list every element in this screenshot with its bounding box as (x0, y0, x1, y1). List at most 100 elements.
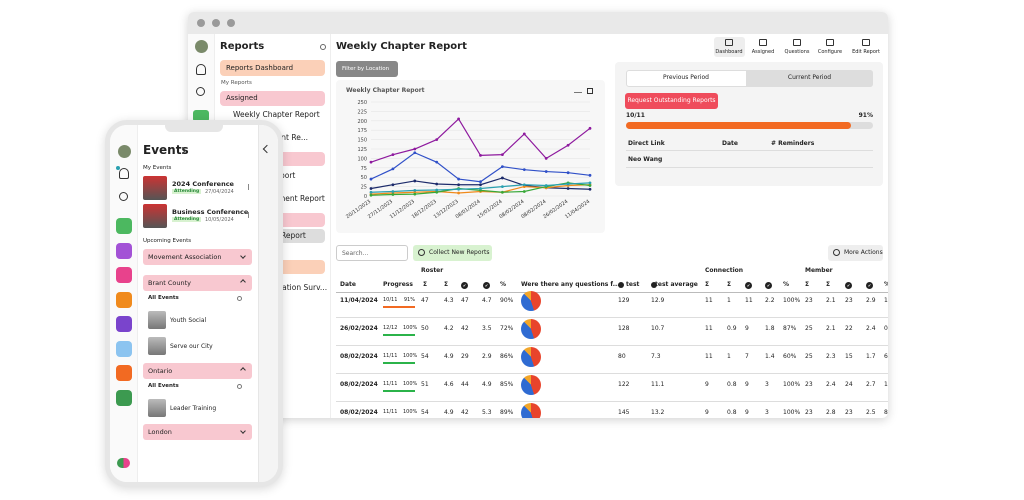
date-cell: 08/02/2024 (340, 353, 378, 360)
report-link[interactable]: gement Re... (260, 133, 309, 142)
point (522, 190, 526, 193)
more-button[interactable]: More Actions (828, 245, 883, 261)
y-tick-label: 100 (357, 156, 367, 162)
period-tab[interactable]: Current Period (787, 74, 832, 81)
event-name[interactable]: Youth Social (170, 317, 207, 324)
event-date: 27/04/2024 (205, 189, 234, 195)
nav-pill[interactable]: Reports Dashboard (220, 60, 325, 76)
toolbar-icon (759, 39, 767, 46)
value-cell: 1 (884, 297, 888, 304)
report-link[interactable]: cation Surv... (278, 283, 328, 292)
app-icon[interactable] (116, 389, 132, 406)
phone-title: Events (143, 143, 189, 157)
column-header: Σ (423, 281, 428, 288)
progress-bar (383, 334, 415, 336)
column-header: Progress (383, 281, 413, 288)
side-strip (258, 125, 278, 482)
point (391, 153, 395, 157)
app-icon[interactable] (116, 218, 132, 234)
value-cell: 0.8 (727, 381, 737, 388)
app-icon[interactable] (116, 340, 132, 357)
value-cell: 6 (884, 353, 888, 360)
value-cell: 3 (765, 409, 769, 416)
point (391, 167, 395, 171)
value-cell: 9 (745, 409, 749, 416)
value-cell: 7.3 (651, 353, 661, 360)
toolbar-label[interactable]: Questions (784, 49, 810, 55)
collect-button[interactable]: Collect New Reports (413, 245, 492, 261)
column-header: ✔ (866, 282, 873, 289)
point (369, 193, 373, 197)
header-line (336, 292, 888, 293)
event-thumb (148, 311, 166, 329)
group-pill[interactable]: Brant County (143, 275, 252, 291)
all-events[interactable]: All Events (148, 295, 179, 301)
event-date: 10/05/2024 (205, 217, 234, 223)
value-cell: 0.8 (727, 409, 737, 416)
more-icon (833, 249, 840, 256)
point (435, 190, 439, 194)
point (457, 177, 460, 181)
value-cell: 2.4 (826, 381, 836, 388)
row-line (336, 317, 888, 318)
value-cell: 54 (421, 353, 429, 360)
y-tick-label: 225 (357, 109, 367, 115)
report-link[interactable]: ment Report (278, 194, 325, 203)
point (479, 153, 482, 157)
value-cell: 2.9 (482, 353, 492, 360)
value-cell: 11 (745, 297, 753, 304)
point (544, 157, 548, 160)
app-icon[interactable] (116, 291, 132, 308)
all-events[interactable]: All Events (148, 383, 179, 389)
progress-percent: 91% (858, 112, 873, 119)
point (522, 183, 526, 187)
app-icon[interactable] (116, 267, 132, 283)
value-cell: 15 (845, 353, 853, 360)
more-icon (248, 212, 249, 218)
search-box[interactable]: Search... (336, 245, 408, 261)
y-tick-label: 0 (364, 194, 367, 200)
value-cell: 4.2 (444, 325, 454, 332)
period-tab[interactable]: Previous Period (663, 74, 709, 81)
toolbar-label[interactable]: Configure (817, 49, 843, 55)
column-header: ✔ (845, 282, 852, 289)
event-name[interactable]: Leader Training (170, 405, 217, 412)
point (501, 185, 504, 188)
value-cell: 2.5 (866, 409, 876, 416)
group-pill[interactable]: Ontario (143, 363, 252, 379)
app-icon[interactable] (116, 316, 132, 332)
filter-button[interactable]: Filter by Location (336, 61, 398, 77)
chart-card (336, 80, 605, 233)
request-button[interactable]: Request Outstanding Reports (625, 93, 718, 109)
point (588, 187, 592, 191)
status-badge: Attending (172, 217, 202, 222)
column-header: test (626, 281, 640, 288)
toolbar-label[interactable]: Edit Report (852, 49, 880, 55)
group-pill[interactable]: Movement Association (143, 249, 252, 265)
value-cell: 0 (884, 325, 888, 332)
value-cell: 9 (745, 381, 749, 388)
point (566, 182, 570, 186)
report-link[interactable]: Report (281, 231, 306, 240)
toolbar-label[interactable]: Assigned (751, 49, 775, 55)
point (369, 187, 373, 190)
value-cell: 90% (500, 297, 514, 304)
report-link[interactable]: Weekly Chapter Report (233, 110, 320, 119)
toolbar-icon (826, 39, 834, 46)
window-dot (212, 19, 220, 27)
value-cell: 129 (618, 297, 630, 304)
app-icon[interactable] (116, 365, 132, 381)
toolbar-label[interactable]: Dashboard (715, 49, 743, 55)
event-name[interactable]: Serve our City (170, 343, 213, 350)
app-icon[interactable] (116, 242, 132, 259)
y-tick-label: 125 (357, 147, 367, 153)
event-image (143, 176, 167, 200)
value-cell: 89% (500, 409, 514, 416)
report-link[interactable]: port (280, 171, 296, 180)
event-name[interactable]: Business Conference (172, 208, 249, 216)
value-cell: 47 (421, 297, 429, 304)
nav-pill[interactable]: Assigned (220, 91, 325, 106)
event-name[interactable]: 2024 Conference (172, 180, 234, 188)
value-cell: 42 (461, 325, 469, 332)
group-pill[interactable]: London (143, 424, 252, 440)
